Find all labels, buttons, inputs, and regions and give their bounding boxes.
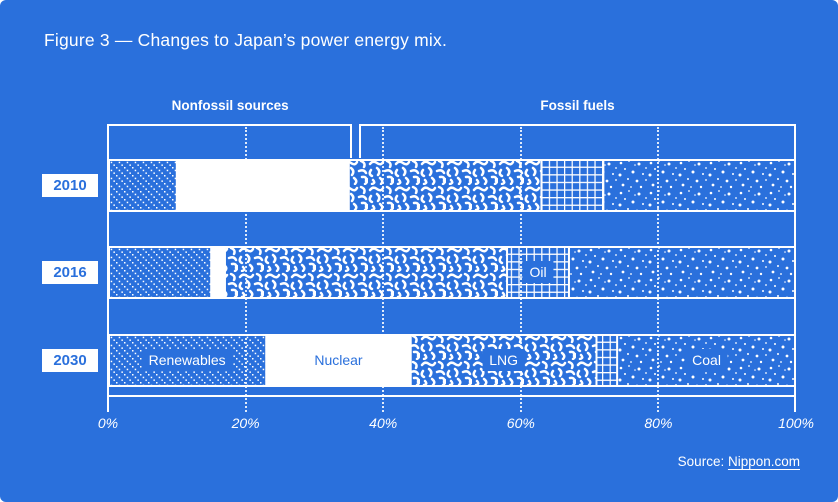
segment-label-renewables: Renewables bbox=[141, 349, 233, 371]
segment-label-nuclear: Nuclear bbox=[314, 352, 363, 368]
bar-row-2030: 2030 Renewables Nuclear LNG Coal bbox=[0, 334, 838, 387]
bar-segment-2030-nuclear bbox=[266, 334, 411, 387]
axis-tick-label-60pct: 60% bbox=[506, 415, 535, 431]
bar-outline bbox=[108, 334, 796, 387]
bar-row-2010: 2010 bbox=[0, 159, 838, 212]
segment-label-oil: Oil bbox=[522, 261, 554, 283]
bar-outline bbox=[108, 159, 796, 212]
axis-tick-label-80pct: 80% bbox=[644, 415, 673, 431]
bar-segment-2010-nuclear bbox=[176, 159, 349, 212]
group-label: Fossil fuels bbox=[540, 98, 615, 113]
bracket-line bbox=[108, 124, 353, 126]
bar-row-2016: 2016 Oil bbox=[0, 246, 838, 299]
stacked-bar-2010 bbox=[108, 159, 796, 212]
axis-tick-label-20pct: 20% bbox=[231, 415, 260, 431]
year-label-2016: 2016 bbox=[42, 261, 98, 284]
segment-divider bbox=[223, 246, 226, 299]
stacked-bar-2016 bbox=[108, 246, 796, 299]
group-label: Nonfossil sources bbox=[171, 98, 289, 113]
segment-divider bbox=[210, 246, 213, 299]
bar-segment-2016-nuclear bbox=[211, 246, 225, 299]
axis-tick-label-0pct: 0% bbox=[97, 415, 119, 431]
segment-divider bbox=[595, 334, 598, 387]
segment-divider bbox=[347, 159, 350, 212]
segment-divider bbox=[602, 159, 605, 212]
bar-outline bbox=[108, 246, 796, 299]
segment-divider bbox=[567, 246, 570, 299]
segment-divider bbox=[265, 334, 268, 387]
bar-segment-2010-lng bbox=[348, 159, 542, 212]
axis-tick-label-40pct: 40% bbox=[369, 415, 398, 431]
bar-segment-2016-lng bbox=[224, 246, 508, 299]
x-axis-line bbox=[107, 395, 796, 397]
segment-divider bbox=[506, 246, 509, 299]
bar-segment-2016-renewables bbox=[108, 246, 212, 299]
bar-segment-2030-oil bbox=[596, 334, 618, 387]
bracket-tick bbox=[359, 124, 362, 158]
bar-segment-2010-renewables bbox=[108, 159, 177, 212]
segment-divider bbox=[616, 334, 619, 387]
segment-divider bbox=[540, 159, 543, 212]
year-label-2030: 2030 bbox=[42, 349, 98, 372]
segment-label-coal: Coal bbox=[685, 349, 728, 371]
bar-segment-2010-coal bbox=[603, 159, 796, 212]
bracket-tick bbox=[350, 124, 353, 158]
bracket-line bbox=[359, 124, 796, 126]
source-prefix: Source: bbox=[677, 454, 728, 469]
source-line: Source: Nippon.com bbox=[678, 454, 800, 469]
figure-title: Figure 3 — Changes to Japan’s power ener… bbox=[44, 30, 448, 50]
source-link[interactable]: Nippon.com bbox=[727, 454, 800, 469]
year-label-2010: 2010 bbox=[42, 174, 98, 197]
axis-tick-label-100pct: 100% bbox=[778, 415, 814, 431]
segment-label-lng: LNG bbox=[482, 349, 525, 371]
bar-segment-2010-oil bbox=[541, 159, 604, 212]
segment-divider bbox=[409, 334, 412, 387]
segment-divider bbox=[175, 159, 178, 212]
bar-segment-2016-coal bbox=[568, 246, 796, 299]
